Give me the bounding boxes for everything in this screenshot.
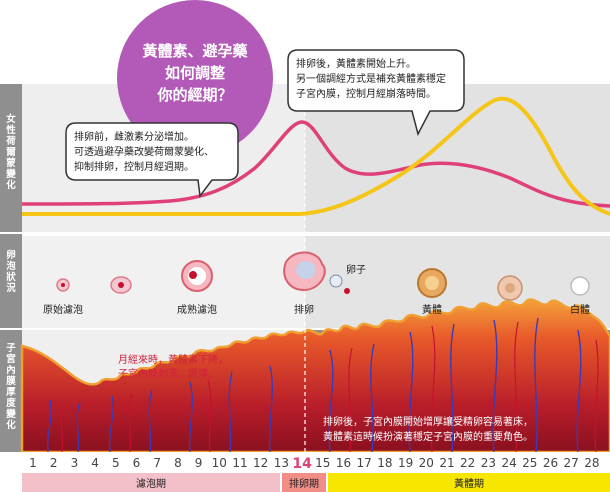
side-label-follicle: 卵泡狀況 [6, 250, 16, 294]
day-tick-label: 2 [50, 456, 58, 470]
panel-divider [22, 232, 610, 236]
day-tick-label: 25 [522, 456, 537, 470]
day-tick-label: 3 [71, 456, 79, 470]
label-primordial-follicle: 原始濾泡 [43, 303, 83, 316]
luteal-note-line-2: 黃體素這時候扮演著穩定子宮內膜的重要角色。 [323, 430, 533, 443]
menses-note-line-1: 月經來時，黃體素下降， [118, 353, 228, 366]
phase-luteal-bar [328, 473, 610, 492]
phase-ovulation-bar [282, 473, 326, 492]
callout-right: 排卵後，黃體素開始上升。 另一個調經方式是補充黃體素穩定 子宮內膜，控制月經崩落… [287, 49, 465, 137]
headline-line-2: 如何調整 [165, 64, 225, 82]
blood-vessels [46, 317, 582, 453]
blood-vessels-red [60, 321, 599, 453]
callout-left-line-1: 排卵前，雌激素分泌增加。 [74, 130, 194, 143]
label-egg: 卵子 [346, 264, 366, 276]
day-tick-label: 7 [153, 456, 161, 470]
label-ovulation: 排卵 [294, 303, 314, 316]
day-tick-label: 22 [460, 456, 475, 470]
follicle-ovulating [283, 251, 350, 294]
phase-follicular-label: 濾泡期 [136, 477, 166, 490]
day-tick-label: 11 [232, 456, 247, 470]
day-tick-label: 12 [253, 456, 268, 470]
panel-divider [22, 328, 610, 330]
day-tick-label: 26 [543, 456, 558, 470]
phase-ovulation-label: 排卵期 [289, 477, 319, 490]
day-tick-label: 17 [357, 456, 372, 470]
phase-luteal-label: 黃體期 [454, 477, 484, 490]
day-tick-label: 1 [29, 456, 37, 470]
day-tick-label: 4 [91, 456, 99, 470]
label-corpus-luteum: 黃體 [422, 303, 442, 316]
day-tick-label: 21 [439, 456, 454, 470]
day-tick-label: 19 [398, 456, 413, 470]
day-tick-label: 24 [501, 456, 516, 470]
endometrium-tissue [20, 298, 610, 454]
day-tick-label: 13 [274, 456, 289, 470]
side-label-hormone: 女性荷爾蒙變化 [6, 114, 16, 191]
day-tick-label: 5 [112, 456, 120, 470]
day-tick-label: 10 [212, 456, 227, 470]
callout-right-line-3: 子宮內膜，控制月經崩落時間。 [296, 87, 436, 100]
day-tick-label: 8 [174, 456, 182, 470]
side-label-column [0, 84, 22, 452]
follicle-growing-1 [110, 276, 132, 294]
day-tick-label: 9 [195, 456, 203, 470]
day-tick-label: 14 [292, 456, 312, 472]
side-label-endometrium: 子宮內膜厚度變化 [6, 343, 16, 431]
callout-right-line-2: 另一個調經方式是補充黃體素穩定 [296, 72, 446, 85]
day-tick-label: 20 [419, 456, 434, 470]
follicle-mature [181, 260, 213, 292]
day-tick-label: 16 [336, 456, 351, 470]
label-divider [0, 328, 22, 330]
label-corpus-albicans: 白體 [570, 303, 590, 316]
follicle-primordial [56, 278, 70, 292]
day-tick-label: 6 [133, 456, 141, 470]
callout-left-line-2: 可透過避孕藥改變荷爾蒙變化、 [74, 145, 214, 158]
label-divider [0, 232, 22, 234]
label-mature-follicle: 成熟濾泡 [177, 303, 217, 316]
day-tick-label: 23 [481, 456, 496, 470]
callout-left: 排卵前，雌激素分泌增加。 可透過避孕藥改變荷爾蒙變化、 抑制排卵，控制月經週期。 [65, 122, 239, 198]
day-axis-background [0, 452, 610, 473]
day-tick-label: 27 [564, 456, 579, 470]
corpus-luteum-regressing [497, 275, 523, 301]
progesterone-curve [22, 96, 610, 216]
estrogen-curve [21, 120, 610, 208]
day-axis: 1 2 3 4 5 6 7 8 9 10 11 12 13 14 15 16 17 18 19 20 21 22 23 24 2… [29, 456, 599, 472]
phase-follicular-bar [22, 473, 280, 492]
headline-line-3: 你的經期？ [156, 86, 232, 104]
callout-left-line-3: 抑制排卵，控制月經週期。 [74, 160, 194, 173]
callout-right-line-1: 排卵後，黃體素開始上升。 [296, 57, 416, 70]
day-tick-label: 18 [377, 456, 392, 470]
headline-bubble [117, 0, 273, 156]
menses-note-line-2: 子宮內膜剝落、變薄。 [118, 367, 218, 380]
headline-line-1: 黃體素、避孕藥 [142, 42, 248, 60]
day-tick-label: 15 [315, 456, 330, 470]
day-tick-label: 28 [584, 456, 599, 470]
corpus-albicans [570, 276, 590, 296]
corpus-luteum [417, 268, 447, 298]
luteal-note-line-1: 排卵後，子宮內膜開始增厚讓受精卵容易著床， [323, 415, 533, 428]
